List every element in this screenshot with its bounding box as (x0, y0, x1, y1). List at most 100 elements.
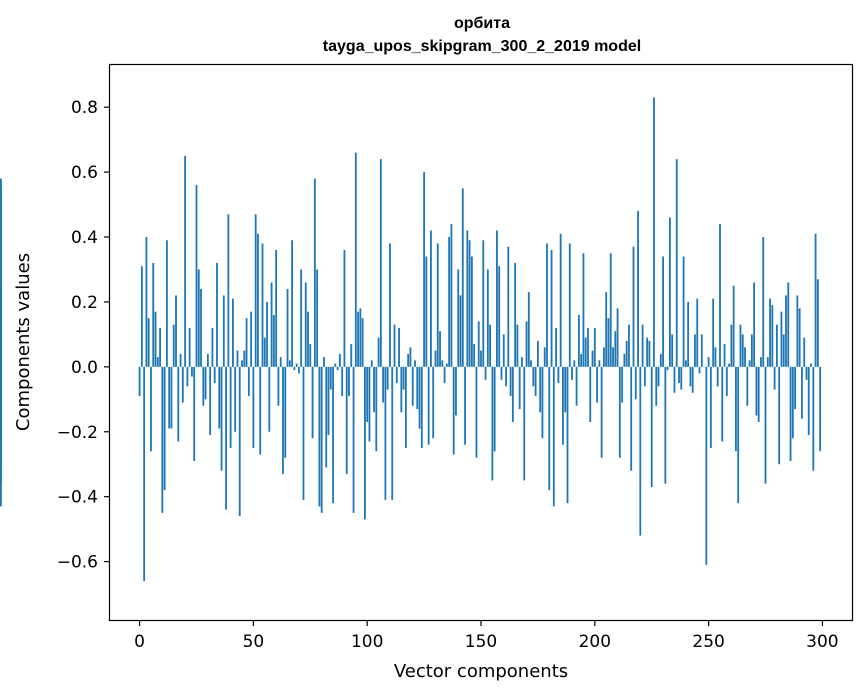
bar (552, 366, 555, 507)
bar (364, 366, 366, 520)
bar (247, 366, 250, 397)
bar (707, 357, 710, 367)
bar (441, 360, 444, 367)
bar (498, 266, 501, 367)
bar (286, 288, 289, 367)
bar (682, 256, 685, 367)
x-tick-label: 300 (806, 632, 838, 652)
bar (801, 366, 803, 419)
bar (732, 285, 735, 367)
bar (782, 334, 785, 367)
bar (357, 311, 359, 367)
y-axis-ticks: −0.6 −0.4 −0.2 0.0 0.2 0.4 0.6 0.8 (57, 98, 110, 573)
bar (341, 366, 344, 397)
bar (302, 366, 305, 500)
bar (227, 214, 230, 367)
bar (534, 366, 537, 397)
bar (580, 353, 583, 367)
bar (434, 350, 437, 367)
bar (384, 366, 387, 500)
bar (705, 366, 708, 565)
bar (170, 366, 173, 429)
bar (193, 366, 196, 461)
bar (639, 366, 642, 536)
bar (678, 366, 680, 384)
bar (257, 233, 259, 367)
bar (671, 334, 674, 367)
bar (311, 366, 314, 439)
bar (496, 230, 498, 367)
bar (789, 366, 792, 461)
bar (268, 366, 271, 432)
bar (653, 97, 655, 367)
bar (709, 366, 712, 448)
x-tick-label: 0 (134, 632, 145, 652)
bar (432, 366, 435, 439)
bar (566, 366, 569, 504)
bar (313, 178, 316, 367)
bar (423, 172, 426, 367)
bar (650, 366, 653, 487)
bar (750, 334, 753, 367)
bar (475, 366, 478, 458)
bars-group (0, 97, 822, 582)
bar (541, 366, 544, 439)
bar (443, 366, 446, 384)
bar (477, 321, 480, 367)
bar (643, 366, 646, 387)
bar (138, 366, 141, 397)
bar (555, 327, 558, 367)
bar (259, 366, 262, 455)
bar (143, 366, 146, 582)
bar (518, 366, 521, 410)
bar (557, 366, 560, 384)
bar (165, 240, 168, 367)
bar (307, 311, 309, 367)
bar (200, 288, 202, 367)
bar (514, 262, 517, 367)
bar (760, 357, 762, 367)
bar (509, 366, 512, 397)
bar (279, 357, 282, 367)
bar (177, 366, 180, 442)
bar (389, 243, 391, 367)
bar (379, 159, 382, 367)
bar (382, 366, 385, 403)
bar (145, 237, 148, 367)
y-tick-label: 0.6 (71, 163, 98, 183)
bar (252, 366, 255, 448)
bar (600, 366, 603, 458)
bar (232, 298, 234, 367)
bar (466, 230, 469, 367)
bar (150, 366, 152, 452)
bar (505, 366, 507, 387)
bar (484, 366, 487, 380)
bar (543, 347, 546, 367)
bar (218, 366, 221, 429)
bar (161, 366, 164, 513)
bar (502, 334, 505, 367)
bar (527, 292, 530, 367)
bar (236, 350, 239, 367)
bar (675, 159, 678, 367)
bar (582, 253, 585, 367)
x-tick-label: 250 (692, 632, 724, 652)
bar (209, 366, 212, 435)
bar (730, 324, 733, 367)
bar (261, 243, 264, 367)
bar (628, 324, 630, 367)
bar (216, 262, 218, 367)
bar (375, 366, 378, 452)
bar (334, 363, 337, 367)
bar (202, 366, 205, 406)
bar (291, 240, 293, 367)
bar (270, 282, 273, 367)
bar (621, 366, 624, 403)
bar (370, 360, 373, 367)
bar (275, 250, 278, 367)
bar (420, 366, 423, 448)
bar (168, 366, 171, 429)
bar (689, 366, 692, 387)
bar (395, 366, 398, 384)
